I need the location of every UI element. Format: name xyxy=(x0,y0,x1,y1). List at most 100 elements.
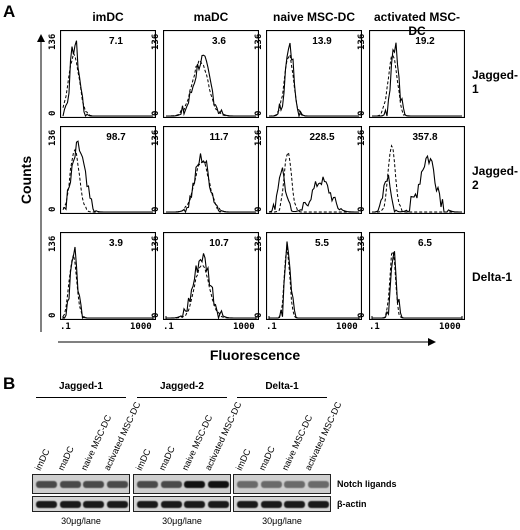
blot-band xyxy=(260,481,282,488)
isotype-control-curve xyxy=(372,144,462,213)
blot-band xyxy=(59,481,81,488)
lane-label: imDC xyxy=(233,447,253,472)
stained-sample-curve xyxy=(62,40,153,118)
blot-band xyxy=(184,481,205,488)
y-tick-label: 136 xyxy=(357,129,367,146)
lane-label: maDC xyxy=(256,444,277,472)
histogram-plot xyxy=(266,30,362,118)
blot-band xyxy=(106,481,128,488)
y-tick-label: 136 xyxy=(48,129,58,146)
stained-sample-curve xyxy=(372,251,462,319)
lane-label: imDC xyxy=(133,447,153,472)
histogram-panel: 10.7 136 0.1 1000 xyxy=(151,232,259,332)
beta-actin-blot xyxy=(32,496,130,512)
blot-band xyxy=(184,501,205,508)
y-tick-label: 136 xyxy=(357,235,367,252)
beta-actin-label: β-actin xyxy=(337,499,367,509)
histogram-plot xyxy=(60,126,156,214)
y-tick-label: 0 xyxy=(254,110,264,116)
column-header: imDC xyxy=(92,10,124,24)
panel-a-letter: A xyxy=(3,2,16,21)
isotype-control-curve xyxy=(269,151,359,213)
notch-ligands-label: Notch ligands xyxy=(337,479,397,489)
blot-group-title: Jagged-1 xyxy=(59,381,103,392)
mfi-value: 7.1 xyxy=(109,36,123,47)
y-tick-label: 136 xyxy=(48,33,58,50)
mfi-value: 5.5 xyxy=(315,238,329,249)
histogram-panel: 357.8 136 0 xyxy=(357,126,465,214)
blot-band xyxy=(207,501,229,508)
loading-amount: 30μg/lane xyxy=(162,516,202,526)
blot-band xyxy=(207,481,229,488)
loading-amount: 30μg/lane xyxy=(262,516,302,526)
plot-frame xyxy=(266,232,362,320)
mfi-value: 13.9 xyxy=(312,36,332,47)
group-underline xyxy=(137,397,227,398)
panel-b-letter: B xyxy=(3,374,16,393)
stained-sample-curve xyxy=(166,253,256,320)
x-tick-label: 1000 xyxy=(336,322,358,332)
histogram-plot xyxy=(60,232,156,320)
mfi-value: 10.7 xyxy=(209,238,229,249)
x-tick-label: .1 xyxy=(163,322,174,332)
mfi-value: 357.8 xyxy=(412,132,438,143)
blot-band xyxy=(106,501,128,508)
stained-sample-curve xyxy=(372,154,462,213)
blot-group-title: Delta-1 xyxy=(265,381,299,392)
y-tick-label: 0 xyxy=(48,312,58,318)
plot-frame xyxy=(369,30,465,118)
blot-band xyxy=(160,501,182,508)
histogram-plot xyxy=(266,232,362,320)
isotype-control-curve xyxy=(166,264,256,319)
isotype-control-curve xyxy=(372,250,462,319)
plot-frame xyxy=(60,126,156,214)
stained-sample-curve xyxy=(166,153,256,214)
group-underline xyxy=(36,397,126,398)
y-axis-label: Counts xyxy=(18,155,34,205)
blot-band xyxy=(36,481,57,488)
stained-sample-curve xyxy=(62,246,153,320)
notch-ligand-blot xyxy=(233,474,331,494)
y-tick-label: 0 xyxy=(48,110,58,116)
plot-frame xyxy=(369,126,465,214)
stained-sample-curve xyxy=(372,42,462,117)
plot-frame xyxy=(163,126,259,214)
y-tick-label: 136 xyxy=(357,33,367,50)
row-label: Jagged-1 xyxy=(472,68,519,96)
histogram-plot xyxy=(266,126,362,214)
mfi-value: 3.6 xyxy=(212,36,226,47)
beta-actin-blot xyxy=(233,496,331,512)
plot-frame xyxy=(60,232,156,320)
y-tick-label: 136 xyxy=(151,129,161,146)
histogram-panel: 3.9 136 0.1 1000 xyxy=(48,232,156,332)
histogram-plot xyxy=(163,232,259,320)
histogram-panel: 3.6 136 0 xyxy=(151,30,259,118)
row-label: Delta-1 xyxy=(472,270,513,284)
lane-label: maDC xyxy=(156,444,177,472)
y-tick-label: 136 xyxy=(254,33,264,50)
stained-sample-curve xyxy=(62,140,153,213)
y-tick-label: 0 xyxy=(357,312,367,318)
x-axis-arrow xyxy=(58,338,436,346)
stained-sample-curve xyxy=(269,42,359,118)
mfi-value: 228.5 xyxy=(309,132,335,143)
plot-frame xyxy=(163,30,259,118)
y-tick-label: 0 xyxy=(151,110,161,116)
group-underline xyxy=(237,397,327,398)
histogram-plot xyxy=(369,30,465,118)
y-tick-label: 0 xyxy=(151,206,161,212)
blot-group-title: Jagged-2 xyxy=(160,381,204,392)
histogram-plot xyxy=(369,126,465,214)
blot-band xyxy=(284,501,305,508)
notch-ligand-blot xyxy=(133,474,231,494)
mfi-value: 6.5 xyxy=(418,238,432,249)
mfi-value: 3.9 xyxy=(109,238,123,249)
histogram-plot xyxy=(60,30,156,118)
plot-frame xyxy=(266,30,362,118)
histogram-panel: 13.9 136 0 xyxy=(254,30,362,118)
histogram-panel: 228.5 136 0 xyxy=(254,126,362,214)
isotype-control-curve xyxy=(62,148,153,213)
blot-band xyxy=(160,481,182,488)
blot-band xyxy=(237,481,258,488)
blot-band xyxy=(59,501,81,508)
